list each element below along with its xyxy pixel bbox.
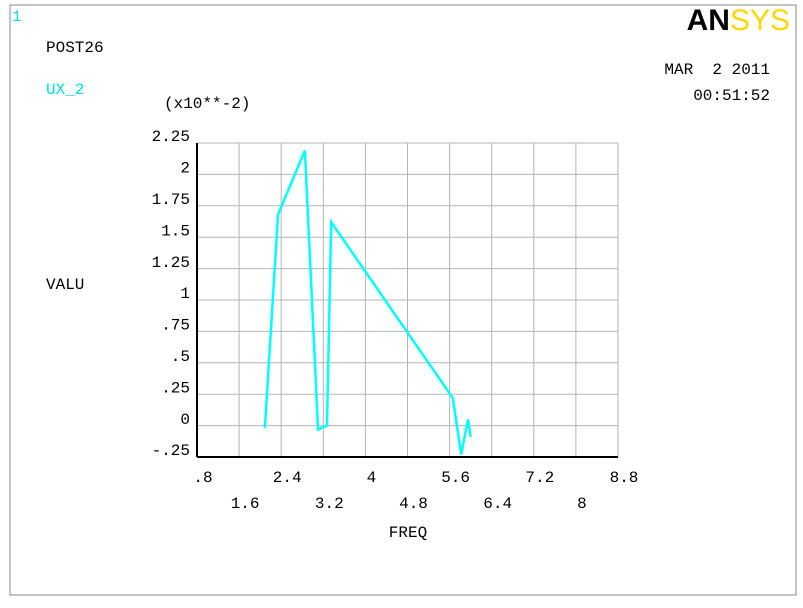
y-tick-label: 1.5 [161,222,190,240]
data-line [263,150,472,455]
y-tick-label: 2.25 [152,128,190,146]
program-label: POST26 [46,39,104,57]
x-axis-label: FREQ [389,524,427,542]
y-tick-label: 1.25 [152,254,190,272]
x-tick-label: 6.4 [483,495,512,513]
date: MAR 2 2011 [664,61,770,79]
y-tick-label: -.25 [152,442,190,460]
y-tick-label: .75 [161,317,190,335]
logo: ANSYS [687,4,790,37]
x-tick-label: 4.8 [399,495,428,513]
y-multiplier: (x10**-2) [164,95,250,113]
x-tick-label: 3.2 [315,495,344,513]
y-axis-label: VALU [46,276,84,294]
x-tick-label: 8.8 [610,469,639,487]
x-tick-label: .8 [193,469,212,487]
legend-entry: UX_2 [46,81,84,99]
y-tick-label: 0 [180,411,190,429]
y-tick-label: 2 [180,160,190,178]
window-number: 1 [12,8,22,26]
logo-part: SYS [730,4,790,37]
y-tick-label: .5 [171,348,190,366]
logo-part: AN [687,4,730,37]
x-tick-label: 7.2 [525,469,554,487]
x-tick-label: 8 [577,495,587,513]
y-tick-label: 1.75 [152,191,190,209]
x-tick-label: 2.4 [273,469,302,487]
x-tick-label: 5.6 [441,469,470,487]
x-tick-label: 4 [367,469,377,487]
y-tick-label: .25 [161,379,190,397]
time: 00:51:52 [693,87,770,105]
y-tick-label: 1 [180,285,190,303]
x-tick-label: 1.6 [231,495,260,513]
